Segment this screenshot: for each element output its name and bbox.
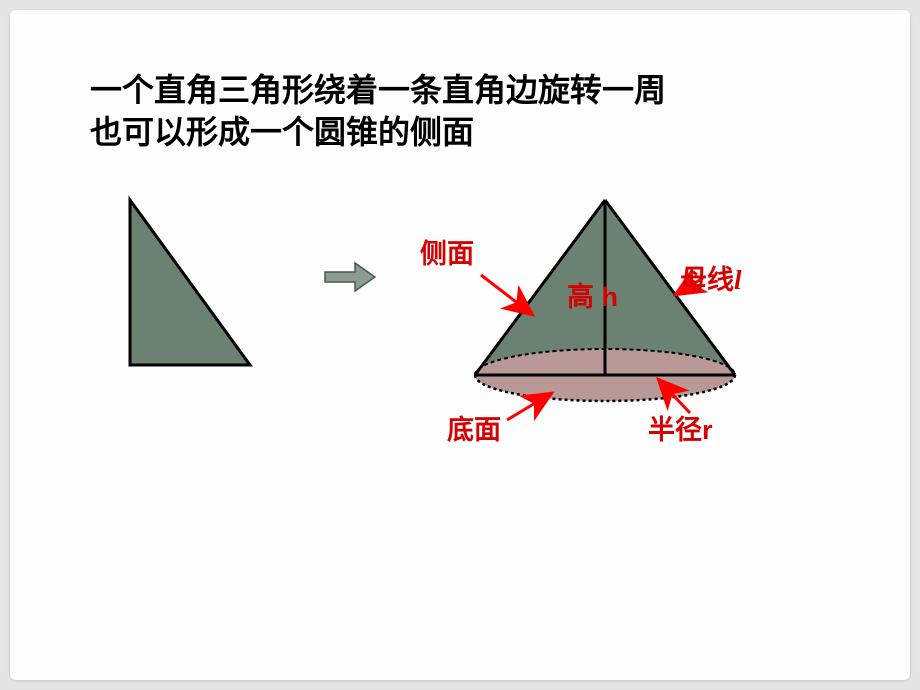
label-height: 高 h [567,275,618,314]
diagram-area: 侧面 高 h 母线l 底面 半径r [10,180,910,480]
title-line2: 也可以形成一个圆锥的侧面 [90,114,474,150]
title-line1: 一个直角三角形绕着一条直角边旋转一周 [90,72,666,108]
label-radius: 半径r [648,408,713,447]
label-bottom: 底面 [447,408,501,447]
pointer-side-face [481,275,533,315]
right-triangle [130,200,250,365]
label-side-face: 侧面 [420,232,474,271]
slide: 一个直角三角形绕着一条直角边旋转一周 也可以形成一个圆锥的侧面 [10,10,910,680]
transform-arrow-icon [325,263,375,291]
slide-title: 一个直角三角形绕着一条直角边旋转一周 也可以形成一个圆锥的侧面 [90,70,850,153]
label-slant: 母线l [680,258,742,297]
